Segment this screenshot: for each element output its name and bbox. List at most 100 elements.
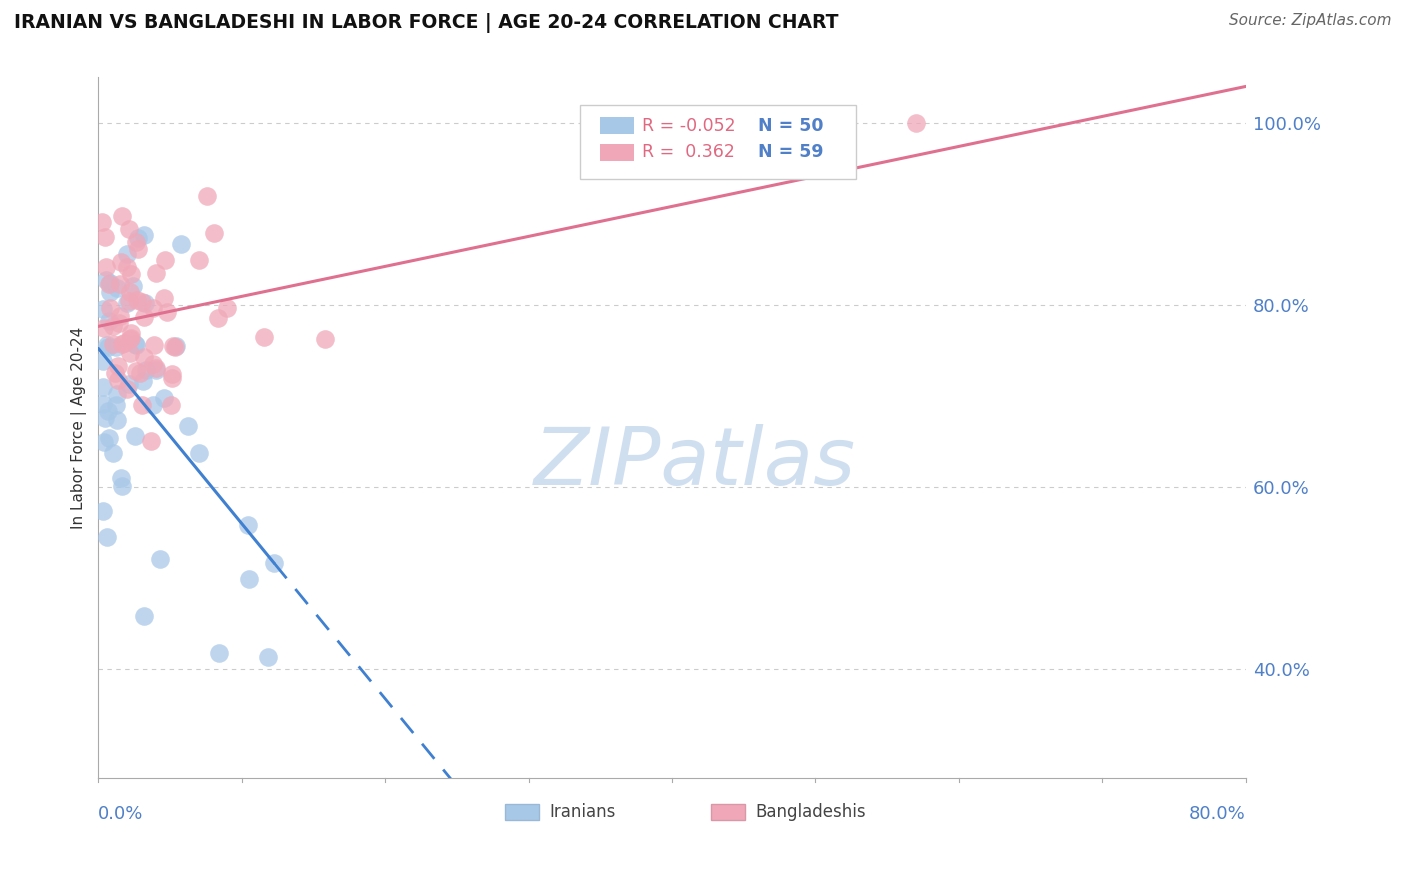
Point — [101, 319, 124, 334]
Text: N = 59: N = 59 — [758, 144, 824, 161]
Point — [118, 294, 141, 309]
Point — [177, 419, 200, 434]
Point — [105, 413, 128, 427]
FancyBboxPatch shape — [581, 105, 856, 179]
Point — [105, 281, 128, 295]
Point — [134, 296, 156, 310]
Text: Iranians: Iranians — [550, 803, 616, 821]
Point — [125, 337, 148, 351]
Point — [103, 337, 125, 351]
Point — [202, 227, 225, 241]
Text: R =  0.362: R = 0.362 — [643, 144, 735, 161]
Point — [135, 363, 157, 377]
Point — [110, 277, 132, 292]
Point — [98, 301, 121, 316]
Point — [120, 267, 142, 281]
Point — [96, 530, 118, 544]
Point — [91, 353, 114, 368]
Point — [236, 518, 259, 533]
Point — [134, 608, 156, 623]
Point — [253, 330, 276, 344]
Point — [117, 246, 139, 260]
Point — [131, 294, 153, 309]
Point — [121, 279, 143, 293]
Text: 80.0%: 80.0% — [1189, 805, 1246, 823]
Point — [98, 276, 121, 290]
Point — [256, 650, 278, 665]
Point — [120, 326, 142, 340]
Point — [142, 301, 165, 315]
Point — [91, 504, 114, 518]
Point — [207, 310, 229, 325]
Text: Bangladeshis: Bangladeshis — [756, 803, 866, 821]
Point — [149, 552, 172, 566]
Point — [127, 230, 149, 244]
Point — [91, 380, 114, 394]
Point — [93, 321, 115, 335]
Point — [97, 340, 120, 354]
Point — [141, 357, 163, 371]
Point — [120, 345, 142, 359]
Point — [97, 404, 120, 418]
Point — [91, 397, 114, 411]
Point — [125, 364, 148, 378]
Point — [104, 340, 127, 354]
Point — [904, 116, 927, 130]
Point — [314, 332, 336, 346]
Point — [110, 255, 132, 269]
Point — [129, 366, 152, 380]
Point — [131, 398, 153, 412]
Point — [165, 339, 187, 353]
Point — [132, 374, 155, 388]
Point — [132, 350, 155, 364]
Point — [215, 301, 238, 316]
Point — [104, 398, 127, 412]
Point — [108, 317, 131, 331]
Text: R = -0.052: R = -0.052 — [643, 117, 735, 135]
Point — [94, 229, 117, 244]
Text: Source: ZipAtlas.com: Source: ZipAtlas.com — [1229, 13, 1392, 29]
Point — [98, 277, 121, 292]
Point — [143, 338, 166, 352]
Point — [110, 470, 132, 484]
Point — [188, 446, 211, 460]
Point — [134, 310, 156, 324]
Point — [142, 398, 165, 412]
Point — [112, 336, 135, 351]
Text: IRANIAN VS BANGLADESHI IN LABOR FORCE | AGE 20-24 CORRELATION CHART: IRANIAN VS BANGLADESHI IN LABOR FORCE | … — [14, 13, 838, 33]
Point — [118, 376, 141, 391]
Point — [156, 305, 179, 319]
Point — [111, 337, 134, 351]
Point — [93, 434, 115, 449]
Point — [105, 386, 128, 401]
Point — [120, 333, 142, 347]
Point — [104, 366, 127, 380]
Text: ZIPatlas: ZIPatlas — [534, 424, 856, 501]
Point — [107, 373, 129, 387]
FancyBboxPatch shape — [505, 804, 538, 821]
Point — [187, 253, 209, 268]
Point — [165, 340, 187, 354]
Point — [97, 314, 120, 328]
Point — [118, 222, 141, 236]
Point — [208, 646, 231, 660]
Point — [111, 479, 134, 493]
Point — [90, 215, 112, 229]
Point — [96, 338, 118, 352]
Point — [125, 235, 148, 249]
Point — [153, 392, 176, 406]
Point — [127, 293, 149, 307]
Point — [115, 382, 138, 396]
Point — [94, 411, 117, 425]
Point — [195, 188, 218, 202]
Point — [124, 429, 146, 443]
Point — [108, 309, 131, 323]
Point — [124, 337, 146, 351]
Point — [145, 362, 167, 376]
Point — [145, 266, 167, 280]
Point — [97, 431, 120, 445]
Point — [162, 370, 184, 384]
Point — [94, 260, 117, 275]
Point — [160, 367, 183, 381]
Point — [98, 285, 121, 299]
